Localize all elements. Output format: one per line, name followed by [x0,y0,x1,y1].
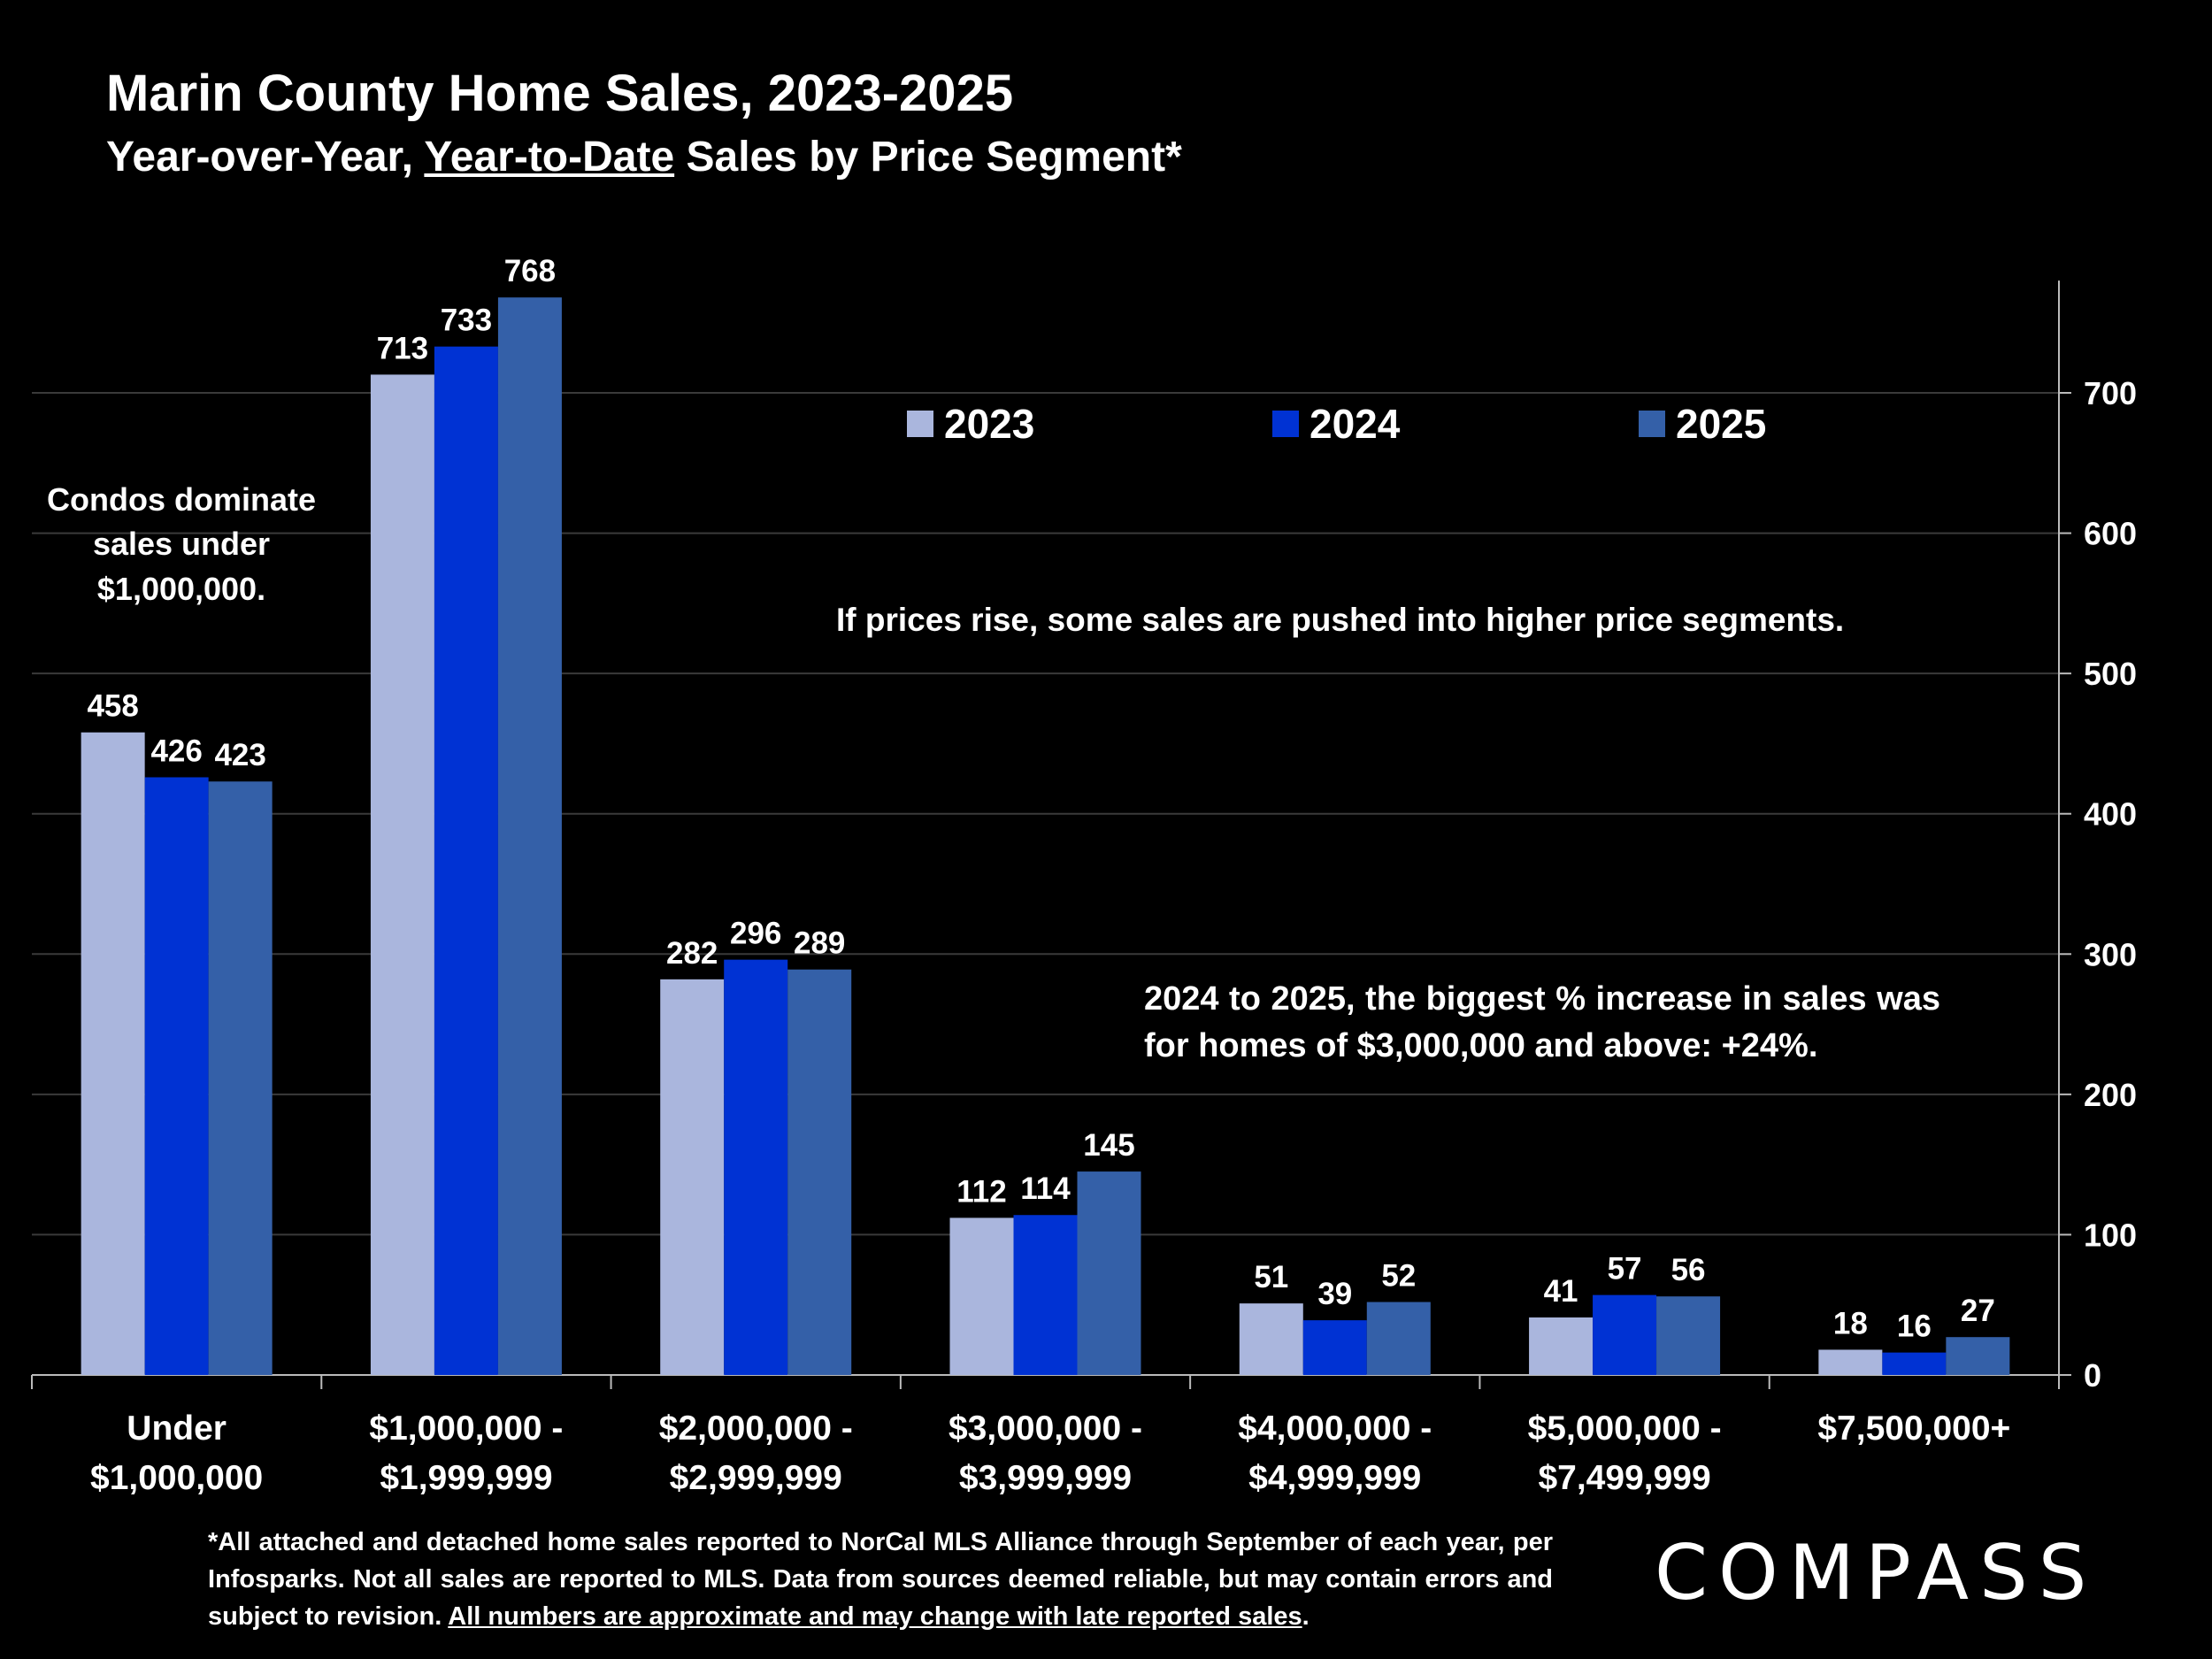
data-label-2024: 296 [730,917,781,951]
y-tick-label: 200 [2084,1077,2137,1113]
x-tick-label: $2,000,000 - [659,1409,853,1448]
footnote-end: . [1302,1602,1310,1632]
bar-2025 [1946,1337,2010,1375]
footnote: *All attached and detached home sales re… [208,1524,1553,1635]
x-tick-label: $1,999,999 [380,1459,552,1497]
y-tick-label: 400 [2084,796,2137,833]
y-tick-label: 0 [2084,1357,2101,1394]
chart-title: Marin County Home Sales, 2023-2025 [106,65,1014,122]
bar-2025 [208,781,273,1375]
note-prices-rise: If prices rise, some sales are pushed in… [836,602,1845,638]
data-label-2024: 16 [1897,1310,1932,1344]
x-tick-label: $7,499,999 [1538,1459,1710,1497]
data-label-2025: 145 [1083,1128,1134,1163]
legend-swatch-2025 [1639,411,1665,437]
bar-2023 [370,374,434,1376]
y-tick-label: 100 [2084,1217,2137,1253]
legend-label-2024: 2024 [1310,401,1401,447]
x-tick-label: $3,000,000 - [949,1409,1142,1448]
data-label-2023: 51 [1254,1260,1288,1294]
footnote-text: *All attached and detached home sales re… [208,1528,1553,1632]
y-tick-label: 500 [2084,656,2137,692]
bar-2024 [1882,1352,1947,1375]
y-tick-label: 700 [2084,375,2137,411]
x-tick-label: Under [127,1409,227,1448]
data-label-2023: 458 [87,689,138,724]
compass-logo: COMPASS [1655,1529,2098,1617]
bar-2023 [1239,1303,1303,1375]
y-tick-label: 300 [2084,936,2137,972]
data-label-2024: 426 [150,733,202,768]
x-tick-label: $7,500,000+ [1817,1409,2010,1448]
legend-label-2025: 2025 [1676,401,1767,447]
data-label-2023: 41 [1544,1274,1578,1309]
data-label-2024: 733 [441,303,492,338]
data-label-2024: 114 [1020,1171,1071,1206]
x-tick-label: $3,999,999 [959,1459,1132,1497]
legend-item-2025: 2025 [1639,400,1766,448]
bar-2025 [787,969,852,1375]
subtitle-underlined: Year-to-Date [424,134,675,180]
bar-2025 [1656,1296,1721,1375]
bar-2023 [81,732,145,1375]
x-tick-label: $4,999,999 [1248,1459,1421,1497]
data-label-2023: 112 [956,1174,1006,1209]
bar-2024 [724,959,788,1375]
bar-2023 [1529,1317,1594,1375]
bar-2025 [1366,1302,1431,1375]
data-label-2025: 56 [1671,1253,1706,1287]
bar-2024 [1013,1215,1078,1375]
data-label-2023: 282 [666,936,718,971]
legend-item-2023: 2023 [907,400,1034,448]
x-tick-label: $2,999,999 [670,1459,842,1497]
bar-2023 [949,1217,1014,1375]
x-tick-label: $1,000,000 - [369,1409,563,1448]
x-tick-label: $5,000,000 - [1528,1409,1722,1448]
bar-2023 [660,979,725,1375]
bar-2024 [1302,1320,1367,1375]
chart-subtitle: Year-over-Year, Year-to-Date Sales by Pr… [106,133,1182,181]
legend-item-2024: 2024 [1272,400,1400,448]
note-biggest-increase: 2024 to 2025, the biggest % increase in … [1144,980,1940,1065]
y-tick-label: 600 [2084,516,2137,552]
bar-2025 [497,297,562,1376]
legend-label-2023: 2023 [944,401,1035,447]
subtitle-text-1: Year-over-Year, [106,134,425,180]
footnote-underlined: All numbers are approximate and may chan… [448,1602,1302,1632]
legend-swatch-2023 [907,411,933,437]
bar-2024 [1593,1294,1657,1375]
legend-swatch-2024 [1272,411,1299,437]
bar-2024 [434,346,498,1375]
x-tick-label: $1,000,000 [90,1459,263,1497]
data-label-2023: 18 [1833,1306,1868,1340]
data-label-2025: 289 [794,926,845,961]
data-label-2023: 713 [377,331,428,365]
bar-2025 [1077,1171,1141,1375]
data-label-2025: 52 [1381,1259,1416,1294]
data-label-2024: 57 [1608,1252,1642,1286]
data-label-2025: 27 [1961,1294,1995,1328]
note-condos: Condos dominate sales under $1,000,000. [47,481,316,607]
subtitle-text-2: Sales by Price Segment* [674,134,1182,180]
data-label-2025: 768 [504,254,556,288]
bar-2023 [1818,1349,1883,1375]
x-tick-label: $4,000,000 - [1238,1409,1432,1448]
data-label-2024: 39 [1317,1277,1352,1311]
data-label-2025: 423 [214,738,265,772]
bar-2024 [144,777,209,1375]
